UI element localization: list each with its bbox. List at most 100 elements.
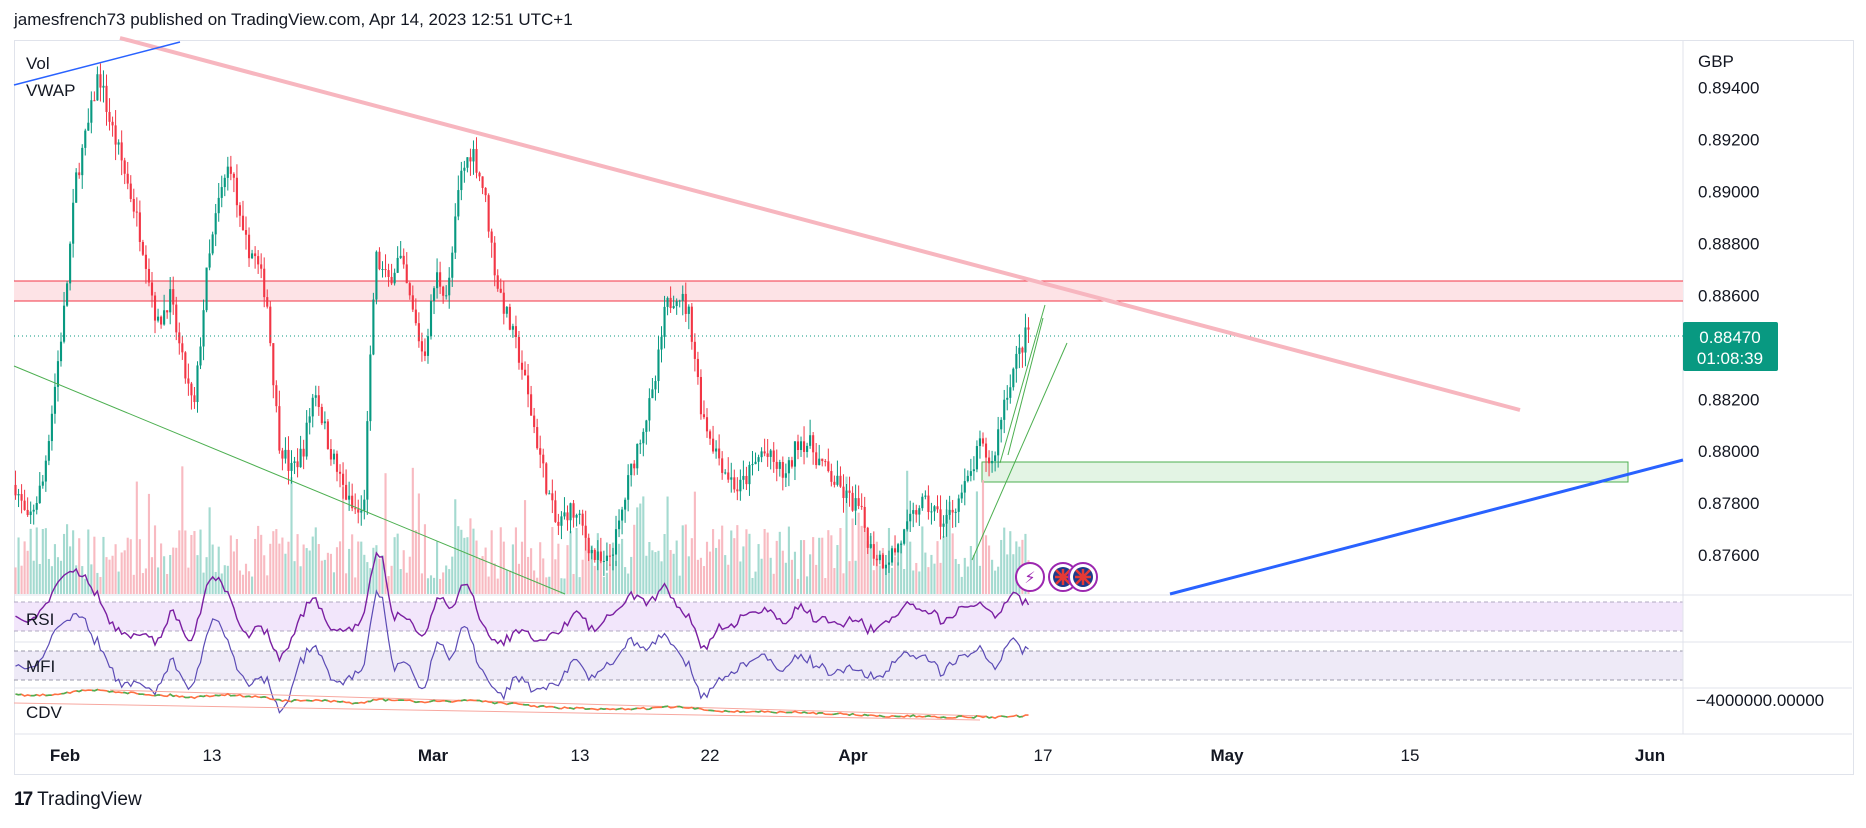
volume-bar bbox=[508, 570, 511, 594]
candles bbox=[14, 63, 1030, 576]
volume-bar bbox=[14, 567, 17, 594]
volume-bar bbox=[372, 547, 375, 594]
legend-vwap[interactable]: VWAP bbox=[26, 81, 75, 100]
candle-body bbox=[918, 508, 921, 515]
volume-bar bbox=[387, 576, 390, 594]
legend-mfi[interactable]: MFI bbox=[26, 657, 55, 676]
volume-bar bbox=[736, 525, 739, 594]
candle-body bbox=[751, 464, 754, 466]
candle-body bbox=[387, 270, 390, 277]
time-axis[interactable]: Feb 13 Mar 13 22 Apr 17 May 15 Jun bbox=[50, 746, 1665, 765]
volume-bar bbox=[551, 527, 554, 594]
candle-body bbox=[29, 511, 32, 516]
volume-bar bbox=[275, 529, 278, 594]
candle-body bbox=[493, 242, 496, 276]
volume-bar bbox=[918, 571, 921, 594]
volume-bar bbox=[845, 476, 848, 594]
cdv-scale-label: −4000000.00000 bbox=[1696, 691, 1824, 710]
volume-bar bbox=[423, 524, 427, 594]
candle-body bbox=[442, 286, 445, 296]
candle-body bbox=[799, 441, 803, 451]
volume-bar bbox=[375, 545, 378, 594]
candle-body bbox=[156, 316, 160, 321]
channel-line-3[interactable] bbox=[1007, 317, 1044, 456]
volume-bar bbox=[342, 487, 345, 594]
candle-body bbox=[53, 386, 57, 414]
lower-green-trendline[interactable] bbox=[13, 365, 566, 595]
candle-body bbox=[357, 509, 360, 513]
candle-body bbox=[739, 479, 742, 492]
price-scale[interactable]: 0.89400 0.89200 0.89000 0.88800 0.88600 0.882… bbox=[1698, 79, 1759, 565]
channel-line-2[interactable] bbox=[999, 304, 1046, 464]
candle-body bbox=[702, 414, 706, 418]
candle-body bbox=[432, 288, 436, 302]
volume-bar bbox=[972, 554, 975, 594]
candle-body bbox=[848, 490, 851, 493]
volume-bar bbox=[402, 550, 405, 594]
candle-body bbox=[878, 554, 881, 561]
event-markers[interactable]: ⚡ bbox=[1015, 562, 1098, 592]
candle-body bbox=[335, 453, 339, 472]
demand-zone[interactable] bbox=[981, 461, 1629, 483]
candle-body bbox=[220, 187, 223, 198]
volume-bar bbox=[366, 562, 369, 594]
legend-rsi[interactable]: RSI bbox=[26, 610, 54, 629]
volume-bar bbox=[748, 533, 751, 594]
candle-body bbox=[23, 500, 26, 510]
candle-body bbox=[169, 289, 172, 313]
time-tick-label: 13 bbox=[203, 746, 222, 765]
channel-line-1[interactable] bbox=[971, 342, 1068, 561]
candle-body bbox=[338, 471, 342, 474]
candle-body bbox=[715, 448, 718, 452]
candle-body bbox=[818, 458, 821, 466]
candle-body bbox=[384, 269, 387, 271]
volume-bar bbox=[123, 550, 126, 594]
volume-bar bbox=[909, 541, 912, 594]
descending-trendline[interactable] bbox=[119, 36, 1521, 412]
volume-bar bbox=[514, 527, 517, 594]
volume-bar bbox=[487, 576, 490, 594]
volume-bar bbox=[960, 576, 963, 594]
candle-body bbox=[857, 498, 860, 506]
volume-bar bbox=[317, 544, 320, 594]
candle-body bbox=[839, 475, 842, 487]
volume-bar bbox=[436, 541, 439, 594]
candle-body bbox=[293, 461, 296, 463]
volume-bar bbox=[775, 540, 778, 594]
tradingview-branding[interactable]: 17 TradingView bbox=[14, 789, 142, 811]
ascending-trendline[interactable] bbox=[1169, 458, 1684, 596]
candle-body bbox=[348, 495, 351, 500]
candle-body bbox=[457, 190, 460, 217]
volume-bar bbox=[132, 574, 135, 594]
volume-bar bbox=[251, 576, 254, 594]
volume-bar bbox=[939, 562, 942, 594]
candle-body bbox=[763, 451, 766, 454]
candle-body bbox=[654, 381, 657, 390]
candle-body bbox=[275, 385, 278, 407]
volume-bar bbox=[760, 558, 763, 594]
legend-vol[interactable]: Vol bbox=[26, 54, 50, 73]
candle-body bbox=[906, 521, 909, 530]
candle-body bbox=[363, 499, 366, 511]
candle-body bbox=[393, 272, 396, 284]
price-tick-label: 0.88800 bbox=[1698, 235, 1759, 254]
volume-bar bbox=[53, 544, 57, 594]
volume-bar bbox=[432, 577, 436, 594]
legend-cdv[interactable]: CDV bbox=[26, 703, 63, 722]
volume-bar bbox=[608, 564, 612, 594]
candle-body bbox=[490, 231, 493, 243]
volume-bar bbox=[984, 535, 988, 594]
candle-body bbox=[235, 177, 238, 206]
volume-bar bbox=[305, 548, 308, 594]
candle-body bbox=[854, 498, 857, 511]
candle-body bbox=[423, 351, 427, 356]
volume-bar bbox=[320, 560, 323, 594]
candle-body bbox=[141, 241, 144, 255]
volume-bar bbox=[178, 530, 181, 594]
volume-bar bbox=[1003, 527, 1006, 594]
volume-bar bbox=[945, 509, 948, 594]
lightning-icon[interactable] bbox=[1015, 562, 1045, 592]
volume-bar bbox=[66, 524, 69, 594]
volume-bar bbox=[721, 525, 724, 594]
